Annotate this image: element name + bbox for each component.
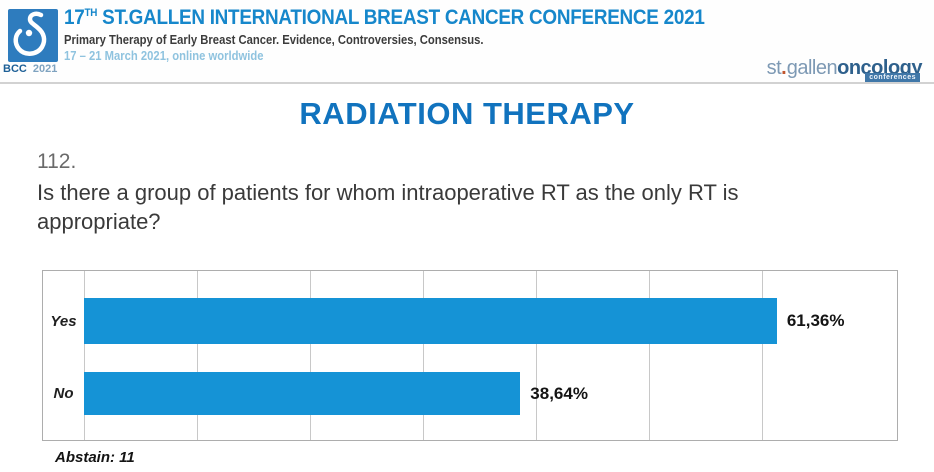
conference-title-prefix: 17 (64, 6, 85, 29)
stgallen-logo-dot: . (781, 57, 787, 79)
conference-subtitle: Primary Therapy of Early Breast Cancer. … (64, 33, 484, 47)
bar-value-yes: 61,36% (786, 311, 845, 330)
question-number: 112. (37, 150, 77, 173)
stgallen-logo-gallen: gallen (786, 57, 838, 79)
gridline (196, 271, 198, 440)
category-label-yes: Yes (50, 312, 77, 330)
stgallen-logo-conferences-badge: conferences (865, 73, 920, 82)
gridline (535, 271, 537, 440)
bcc-badge-line: BCC 2021 (3, 63, 73, 75)
question-block: 112. Is there a group of patients for wh… (37, 150, 934, 236)
conference-title-ordinal: TH (84, 7, 98, 19)
gridline (422, 271, 424, 440)
bcc-badge-text: BCC (3, 63, 27, 75)
gridline (648, 271, 650, 440)
gridline (761, 271, 763, 440)
stgallen-logo-st: st (766, 57, 782, 79)
header-text-block: 17TH ST.GALLEN INTERNATIONAL BREAST CANC… (64, 6, 705, 63)
bar-row-yes: 61,36% (84, 298, 897, 344)
bar-yes (84, 298, 777, 344)
plot-area: 61,36% 38,64% (84, 271, 897, 440)
poll-bar-chart: Yes No 61,36% 38,64% (42, 270, 898, 441)
bcc-logo (8, 9, 58, 62)
bcc-swan-icon (13, 11, 47, 56)
page-title: RADIATION THERAPY (299, 96, 635, 131)
bar-no (84, 372, 521, 415)
abstain-note: Abstain: 11 (55, 449, 135, 466)
conference-title-rest: ST.GALLEN INTERNATIONAL BREAST CANCER CO… (97, 6, 705, 29)
stgallen-oncology-logo: st.gallenoncology conferences (766, 57, 922, 82)
question-text: Is there a group of patients for whom in… (37, 180, 739, 235)
gridline (84, 271, 85, 440)
gridline (309, 271, 311, 440)
bcc-badge-year: 2021 (32, 63, 58, 75)
conference-date: 17 – 21 March 2021, online worldwide (64, 49, 264, 63)
bar-row-no: 38,64% (84, 372, 897, 415)
bar-value-no: 38,64% (530, 383, 588, 403)
header: BCC 2021 17TH ST.GALLEN INTERNATIONAL BR… (0, 0, 934, 84)
category-label-no: No (53, 385, 74, 402)
conference-title: 17TH ST.GALLEN INTERNATIONAL BREAST CANC… (64, 6, 705, 30)
